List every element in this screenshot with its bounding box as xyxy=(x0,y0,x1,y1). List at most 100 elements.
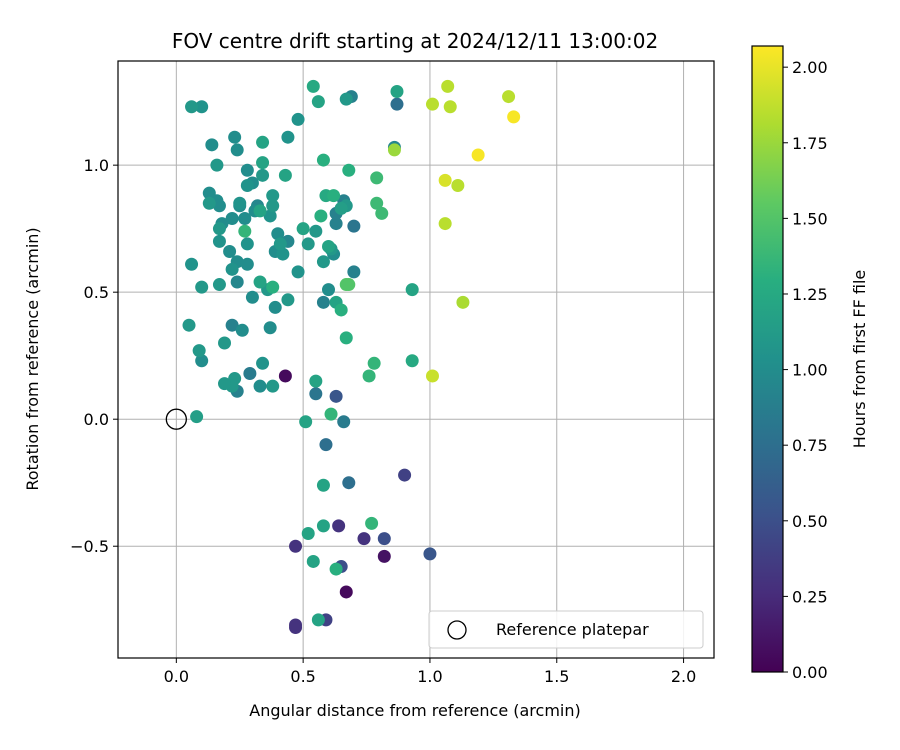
scatter-point xyxy=(266,199,280,213)
scatter-point xyxy=(256,135,270,149)
scatter-point xyxy=(182,318,196,332)
scatter-point xyxy=(301,237,315,251)
scatter-point xyxy=(291,265,305,279)
scatter-point xyxy=(339,92,353,106)
colorbar-frame xyxy=(751,45,784,673)
scatter-point xyxy=(347,265,361,279)
scatter-point xyxy=(263,209,277,223)
scatter-point xyxy=(398,468,412,482)
reference-marker xyxy=(165,408,187,430)
y-axis-label: Rotation from reference (arcmin) xyxy=(23,227,42,490)
scatter-point xyxy=(195,280,209,294)
colorbar-gradient xyxy=(752,46,783,672)
scatter-point xyxy=(502,90,516,104)
scatter-point xyxy=(235,323,249,337)
scatter-point xyxy=(322,283,336,297)
scatter-point xyxy=(387,143,401,157)
scatter-point xyxy=(390,97,404,111)
scatter-point xyxy=(314,209,328,223)
scatter-point xyxy=(195,354,209,368)
scatter-point xyxy=(218,336,232,350)
scatter-point xyxy=(240,257,254,271)
scatter-point xyxy=(329,562,343,576)
scatter-point xyxy=(377,532,391,546)
colorbar-tick-label: 0.50 xyxy=(792,512,828,531)
scatter-point xyxy=(253,275,267,289)
legend-label-reference: Reference platepar xyxy=(496,620,649,639)
scatter-point xyxy=(311,613,325,627)
scatter-point xyxy=(225,262,239,276)
scatter-point xyxy=(375,206,389,220)
plot-frame xyxy=(117,60,715,659)
scatter-point xyxy=(329,217,343,231)
scatter-point xyxy=(299,415,313,429)
scatter-point xyxy=(471,148,485,162)
scatter-point xyxy=(334,201,348,215)
scatter-point xyxy=(451,178,465,192)
colorbar-label: Hours from first FF file xyxy=(850,270,869,449)
scatter-point xyxy=(238,224,252,238)
colorbar-tick-label: 2.00 xyxy=(792,58,828,77)
x-tick-label: 0.0 xyxy=(164,667,189,686)
scatter-point xyxy=(266,280,280,294)
scatter-point xyxy=(289,618,303,632)
legend: Reference platepar xyxy=(428,610,704,649)
scatter-point xyxy=(281,293,295,307)
scatter-point xyxy=(263,321,277,335)
scatter-point xyxy=(347,219,361,233)
scatter-point xyxy=(507,110,521,124)
scatter-point xyxy=(322,239,336,253)
colorbar-tick-label: 0.00 xyxy=(792,663,828,682)
scatter-point xyxy=(243,366,257,380)
y-tick-label: 1.0 xyxy=(84,156,109,175)
scatter-point xyxy=(218,377,232,391)
scatter-point xyxy=(278,168,292,182)
scatter-point xyxy=(316,255,330,269)
scatter-point xyxy=(316,519,330,533)
scatter-point xyxy=(438,217,452,231)
colorbar-tick-label: 0.75 xyxy=(792,436,828,455)
scatter-point xyxy=(316,295,330,309)
scatter-point xyxy=(365,516,379,530)
scatter-point xyxy=(253,379,267,393)
scatter-point xyxy=(233,196,247,210)
scatter-point xyxy=(212,222,226,236)
axis-ticks: 0.0 0.5 1.0 1.5 2.0 −0.5 0.0 0.5 1.0 xyxy=(70,156,696,686)
scatter-point xyxy=(230,143,244,157)
scatter-point xyxy=(240,163,254,177)
colorbar-tick-label: 1.50 xyxy=(792,209,828,228)
x-tick-label: 1.5 xyxy=(544,667,569,686)
scatter-point xyxy=(342,476,356,490)
y-tick-label: 0.0 xyxy=(84,410,109,429)
legend-marker-reference xyxy=(447,620,467,640)
scatter-point xyxy=(296,222,310,236)
scatter-point xyxy=(367,356,381,370)
scatter-point xyxy=(301,527,315,541)
scatter-point xyxy=(456,295,470,309)
scatter-point xyxy=(256,356,270,370)
scatter-point xyxy=(342,163,356,177)
scatter-point xyxy=(319,438,333,452)
scatter-point xyxy=(253,204,267,218)
scatter-point xyxy=(423,547,437,561)
scatter-point xyxy=(438,173,452,187)
scatter-point xyxy=(425,97,439,111)
scatter-point xyxy=(195,100,209,114)
colorbar: 0.00 0.25 0.50 0.75 1.00 1.25 1.50 1.75 2.00 Hou… xyxy=(751,45,869,682)
scatter-point xyxy=(425,369,439,383)
data-points xyxy=(165,79,521,635)
scatter-point xyxy=(278,369,292,383)
scatter-point xyxy=(210,158,224,172)
scatter-point xyxy=(240,178,254,192)
scatter-point xyxy=(390,84,404,98)
x-axis-label: Angular distance from reference (arcmin) xyxy=(249,701,580,720)
scatter-point xyxy=(240,237,254,251)
y-tick-label: −0.5 xyxy=(70,537,109,556)
grid-lines xyxy=(118,61,714,658)
scatter-point xyxy=(223,245,237,259)
scatter-point xyxy=(443,100,457,114)
scatter-point xyxy=(276,247,290,261)
scatter-point xyxy=(405,354,419,368)
scatter-point xyxy=(309,224,323,238)
